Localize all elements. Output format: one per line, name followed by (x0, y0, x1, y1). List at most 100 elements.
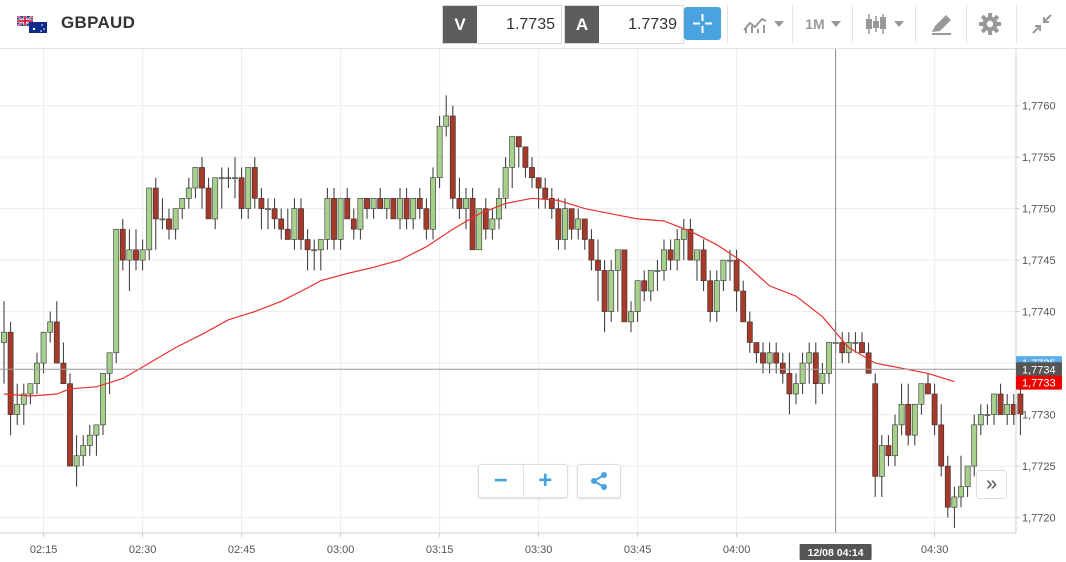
price-tick-label: 1,7730 (1022, 410, 1056, 422)
toolbar-divider (915, 5, 916, 43)
candle-body (390, 198, 397, 220)
candle (172, 208, 179, 240)
candle-body (667, 249, 674, 261)
candle (449, 105, 456, 209)
price-chart[interactable]: 1,77601,77551,77501,77451,77401,77351,77… (0, 49, 1066, 562)
candle (271, 198, 278, 230)
candle-type-button[interactable] (860, 6, 908, 42)
candle (377, 188, 384, 209)
zoom-in-button[interactable]: + (524, 465, 568, 497)
candle (529, 157, 535, 189)
candle-body (7, 331, 14, 415)
candle-body (958, 486, 964, 498)
chart-grid (0, 49, 1016, 533)
candle (146, 187, 153, 261)
candle (489, 208, 496, 240)
candle (634, 280, 641, 322)
candle (509, 136, 516, 189)
candle (119, 218, 126, 271)
candle-body (40, 331, 47, 364)
bid-quote[interactable]: V 1.7735 (442, 5, 562, 44)
candle (469, 188, 476, 251)
candle (733, 249, 740, 312)
crosshair-button[interactable] (684, 7, 721, 40)
price-tick-label: 1,7745 (1022, 255, 1056, 267)
candle (482, 198, 489, 240)
candle-body (964, 465, 971, 487)
candle-body (86, 434, 93, 446)
candle (476, 208, 483, 251)
candle-body (826, 342, 832, 374)
candle-body (628, 311, 634, 323)
candle-body (205, 187, 212, 220)
candle-body (1017, 393, 1024, 415)
candle (727, 249, 733, 281)
candle (126, 229, 133, 291)
candle (324, 188, 331, 250)
candle-body (925, 383, 931, 395)
toolbar-divider (966, 5, 967, 43)
candle (232, 157, 238, 199)
candle (205, 177, 212, 220)
candle (357, 198, 364, 240)
candle-body (298, 208, 304, 240)
timeframe-dropdown[interactable]: 1M (799, 6, 847, 42)
candle (133, 229, 139, 271)
candle (258, 188, 265, 230)
candle-body (779, 362, 786, 374)
collapse-icon (1032, 14, 1052, 34)
instrument-symbol: GBPAUD (61, 13, 136, 32)
candle (958, 455, 964, 508)
candle (502, 157, 509, 209)
candle-body (383, 198, 390, 209)
candle-body (410, 198, 417, 220)
candle-body (304, 239, 311, 251)
settings-button[interactable] (972, 6, 1008, 42)
candle-body (872, 383, 879, 477)
candle-body (331, 198, 337, 240)
chevron-down-icon (830, 21, 841, 27)
candle-body (436, 125, 443, 179)
candle-body (139, 249, 146, 261)
candle-body (581, 218, 588, 240)
candle-body (278, 218, 285, 230)
candle-body (100, 373, 106, 426)
ask-quote[interactable]: A 1.7739 (564, 5, 684, 44)
candle-body (179, 198, 186, 209)
candle (390, 198, 397, 220)
double-chevron-right-icon: » (985, 473, 998, 495)
candle-body (515, 136, 522, 148)
candle-body (245, 167, 252, 209)
candle (113, 228, 120, 364)
toolbar-divider (852, 5, 853, 43)
ask-label: A (565, 6, 599, 43)
drawing-tools-button[interactable] (922, 6, 960, 42)
ask-value: 1.7739 (628, 15, 677, 33)
collapse-button[interactable] (1024, 6, 1060, 42)
candle (826, 342, 832, 384)
candle-body (113, 228, 120, 354)
candle (73, 435, 80, 487)
candle-body (727, 259, 733, 262)
candle-body (555, 208, 562, 240)
candle-body (73, 455, 80, 467)
candle (430, 167, 436, 240)
candle-body (753, 342, 760, 354)
candle-body (944, 465, 951, 508)
candle-body (403, 198, 410, 220)
candle-body (951, 496, 958, 508)
candle (839, 332, 846, 364)
candle-body (661, 249, 667, 271)
scroll-to-latest-button[interactable]: » (976, 470, 1007, 499)
candle-body (859, 342, 865, 354)
candle (984, 404, 991, 425)
candle-body (482, 208, 489, 230)
share-button[interactable] (577, 464, 621, 498)
candle-body (991, 393, 997, 415)
zoom-out-button[interactable]: − (479, 465, 524, 497)
gb-au-flag-icon (17, 16, 47, 33)
candle (337, 198, 344, 250)
candle (911, 403, 918, 446)
candle-body (786, 373, 793, 395)
line-chart-type-button[interactable] (738, 6, 788, 42)
